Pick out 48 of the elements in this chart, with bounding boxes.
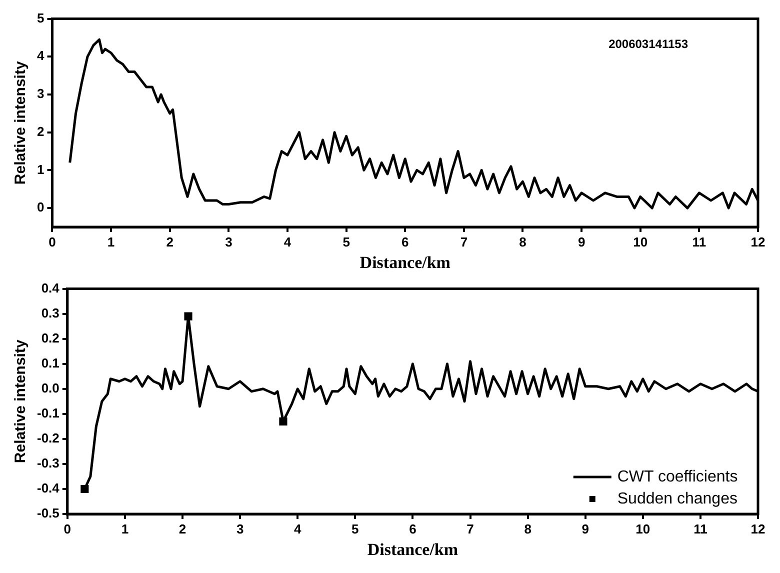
x-tick-label: 8	[524, 521, 532, 536]
x-tick-label: 2	[166, 234, 174, 250]
x-tick-label: 7	[460, 234, 468, 250]
x-tick-label: 11	[694, 521, 708, 536]
x-tick-label: 9	[582, 521, 589, 536]
annotation: 200603141153	[608, 37, 688, 52]
y-tick-label: 0.0	[41, 380, 60, 396]
x-tick-label: 4	[294, 521, 302, 536]
x-tick-label: 8	[519, 234, 526, 250]
y-tick-label: 0.2	[41, 330, 60, 346]
x-tick-label: 11	[692, 234, 706, 250]
y-axis-title: Relative intensity	[12, 60, 30, 185]
x-tick-label: 12	[750, 234, 766, 250]
x-tick-label: 1	[121, 521, 129, 536]
x-tick-label: 1	[107, 234, 115, 250]
y-tick-label: 5	[36, 10, 44, 26]
y-tick-label: -0.4	[36, 480, 60, 496]
x-tick-label: 10	[633, 234, 648, 250]
x-tick-label: 2	[178, 521, 186, 536]
legend-label: CWT coefficients	[617, 468, 738, 486]
x-tick-label: 7	[466, 521, 474, 536]
y-tick-label: 2	[36, 124, 44, 139]
x-axis-title: Distance/km	[360, 253, 450, 272]
x-tick-label: 6	[409, 521, 416, 536]
y-tick-label: -0.2	[36, 430, 60, 446]
x-tick-label: 0	[64, 521, 72, 536]
y-tick-label: -0.1	[36, 405, 60, 420]
x-tick-label: 9	[578, 234, 586, 250]
x-tick-label: 4	[284, 234, 292, 250]
y-tick-label: -0.5	[36, 506, 60, 521]
y-tick-label: 3	[36, 86, 44, 102]
legend-label: Sudden changes	[617, 490, 738, 508]
y-tick-label: 0	[36, 200, 44, 215]
x-tick-label: 3	[236, 521, 244, 536]
x-tick-label: 3	[225, 234, 232, 250]
y-tick-label: -0.3	[36, 456, 60, 471]
x-tick-label: 6	[402, 234, 409, 250]
y-axis-title: Relative intensity	[12, 339, 30, 464]
x-tick-label: 5	[342, 234, 350, 250]
x-tick-label: 5	[352, 521, 359, 536]
y-tick-label: 4	[36, 48, 45, 64]
y-tick-label: 0.3	[41, 305, 60, 320]
y-tick-label: 0.1	[41, 355, 60, 370]
x-axis-title: Distance/km	[367, 540, 458, 560]
x-tick-label: 10	[636, 521, 650, 536]
y-tick-label: 1	[36, 162, 44, 177]
y-tick-label: 0.4	[41, 280, 60, 296]
x-tick-label: 12	[750, 521, 766, 536]
